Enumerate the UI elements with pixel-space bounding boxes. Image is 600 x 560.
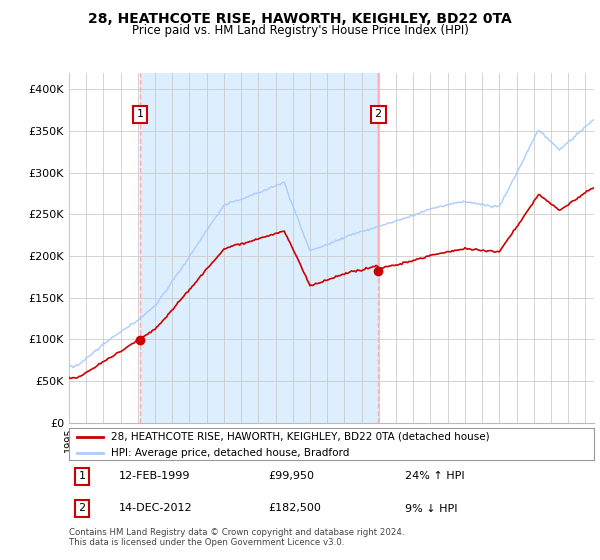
Text: HPI: Average price, detached house, Bradford: HPI: Average price, detached house, Brad… xyxy=(111,448,349,458)
Text: 14-DEC-2012: 14-DEC-2012 xyxy=(119,503,193,514)
Text: 24% ↑ HPI: 24% ↑ HPI xyxy=(405,472,464,482)
Text: 28, HEATHCOTE RISE, HAWORTH, KEIGHLEY, BD22 0TA (detached house): 28, HEATHCOTE RISE, HAWORTH, KEIGHLEY, B… xyxy=(111,432,490,442)
Text: Price paid vs. HM Land Registry's House Price Index (HPI): Price paid vs. HM Land Registry's House … xyxy=(131,24,469,36)
Text: Contains HM Land Registry data © Crown copyright and database right 2024.
This d: Contains HM Land Registry data © Crown c… xyxy=(69,528,404,547)
Text: 1: 1 xyxy=(136,109,143,119)
Text: 2: 2 xyxy=(374,109,382,119)
Text: 9% ↓ HPI: 9% ↓ HPI xyxy=(405,503,458,514)
Text: 12-FEB-1999: 12-FEB-1999 xyxy=(119,472,190,482)
Text: £182,500: £182,500 xyxy=(269,503,322,514)
Text: 28, HEATHCOTE RISE, HAWORTH, KEIGHLEY, BD22 0TA: 28, HEATHCOTE RISE, HAWORTH, KEIGHLEY, B… xyxy=(88,12,512,26)
Text: 2: 2 xyxy=(79,503,86,514)
Bar xyxy=(140,73,378,423)
Text: 1: 1 xyxy=(79,472,86,482)
Text: £99,950: £99,950 xyxy=(269,472,314,482)
